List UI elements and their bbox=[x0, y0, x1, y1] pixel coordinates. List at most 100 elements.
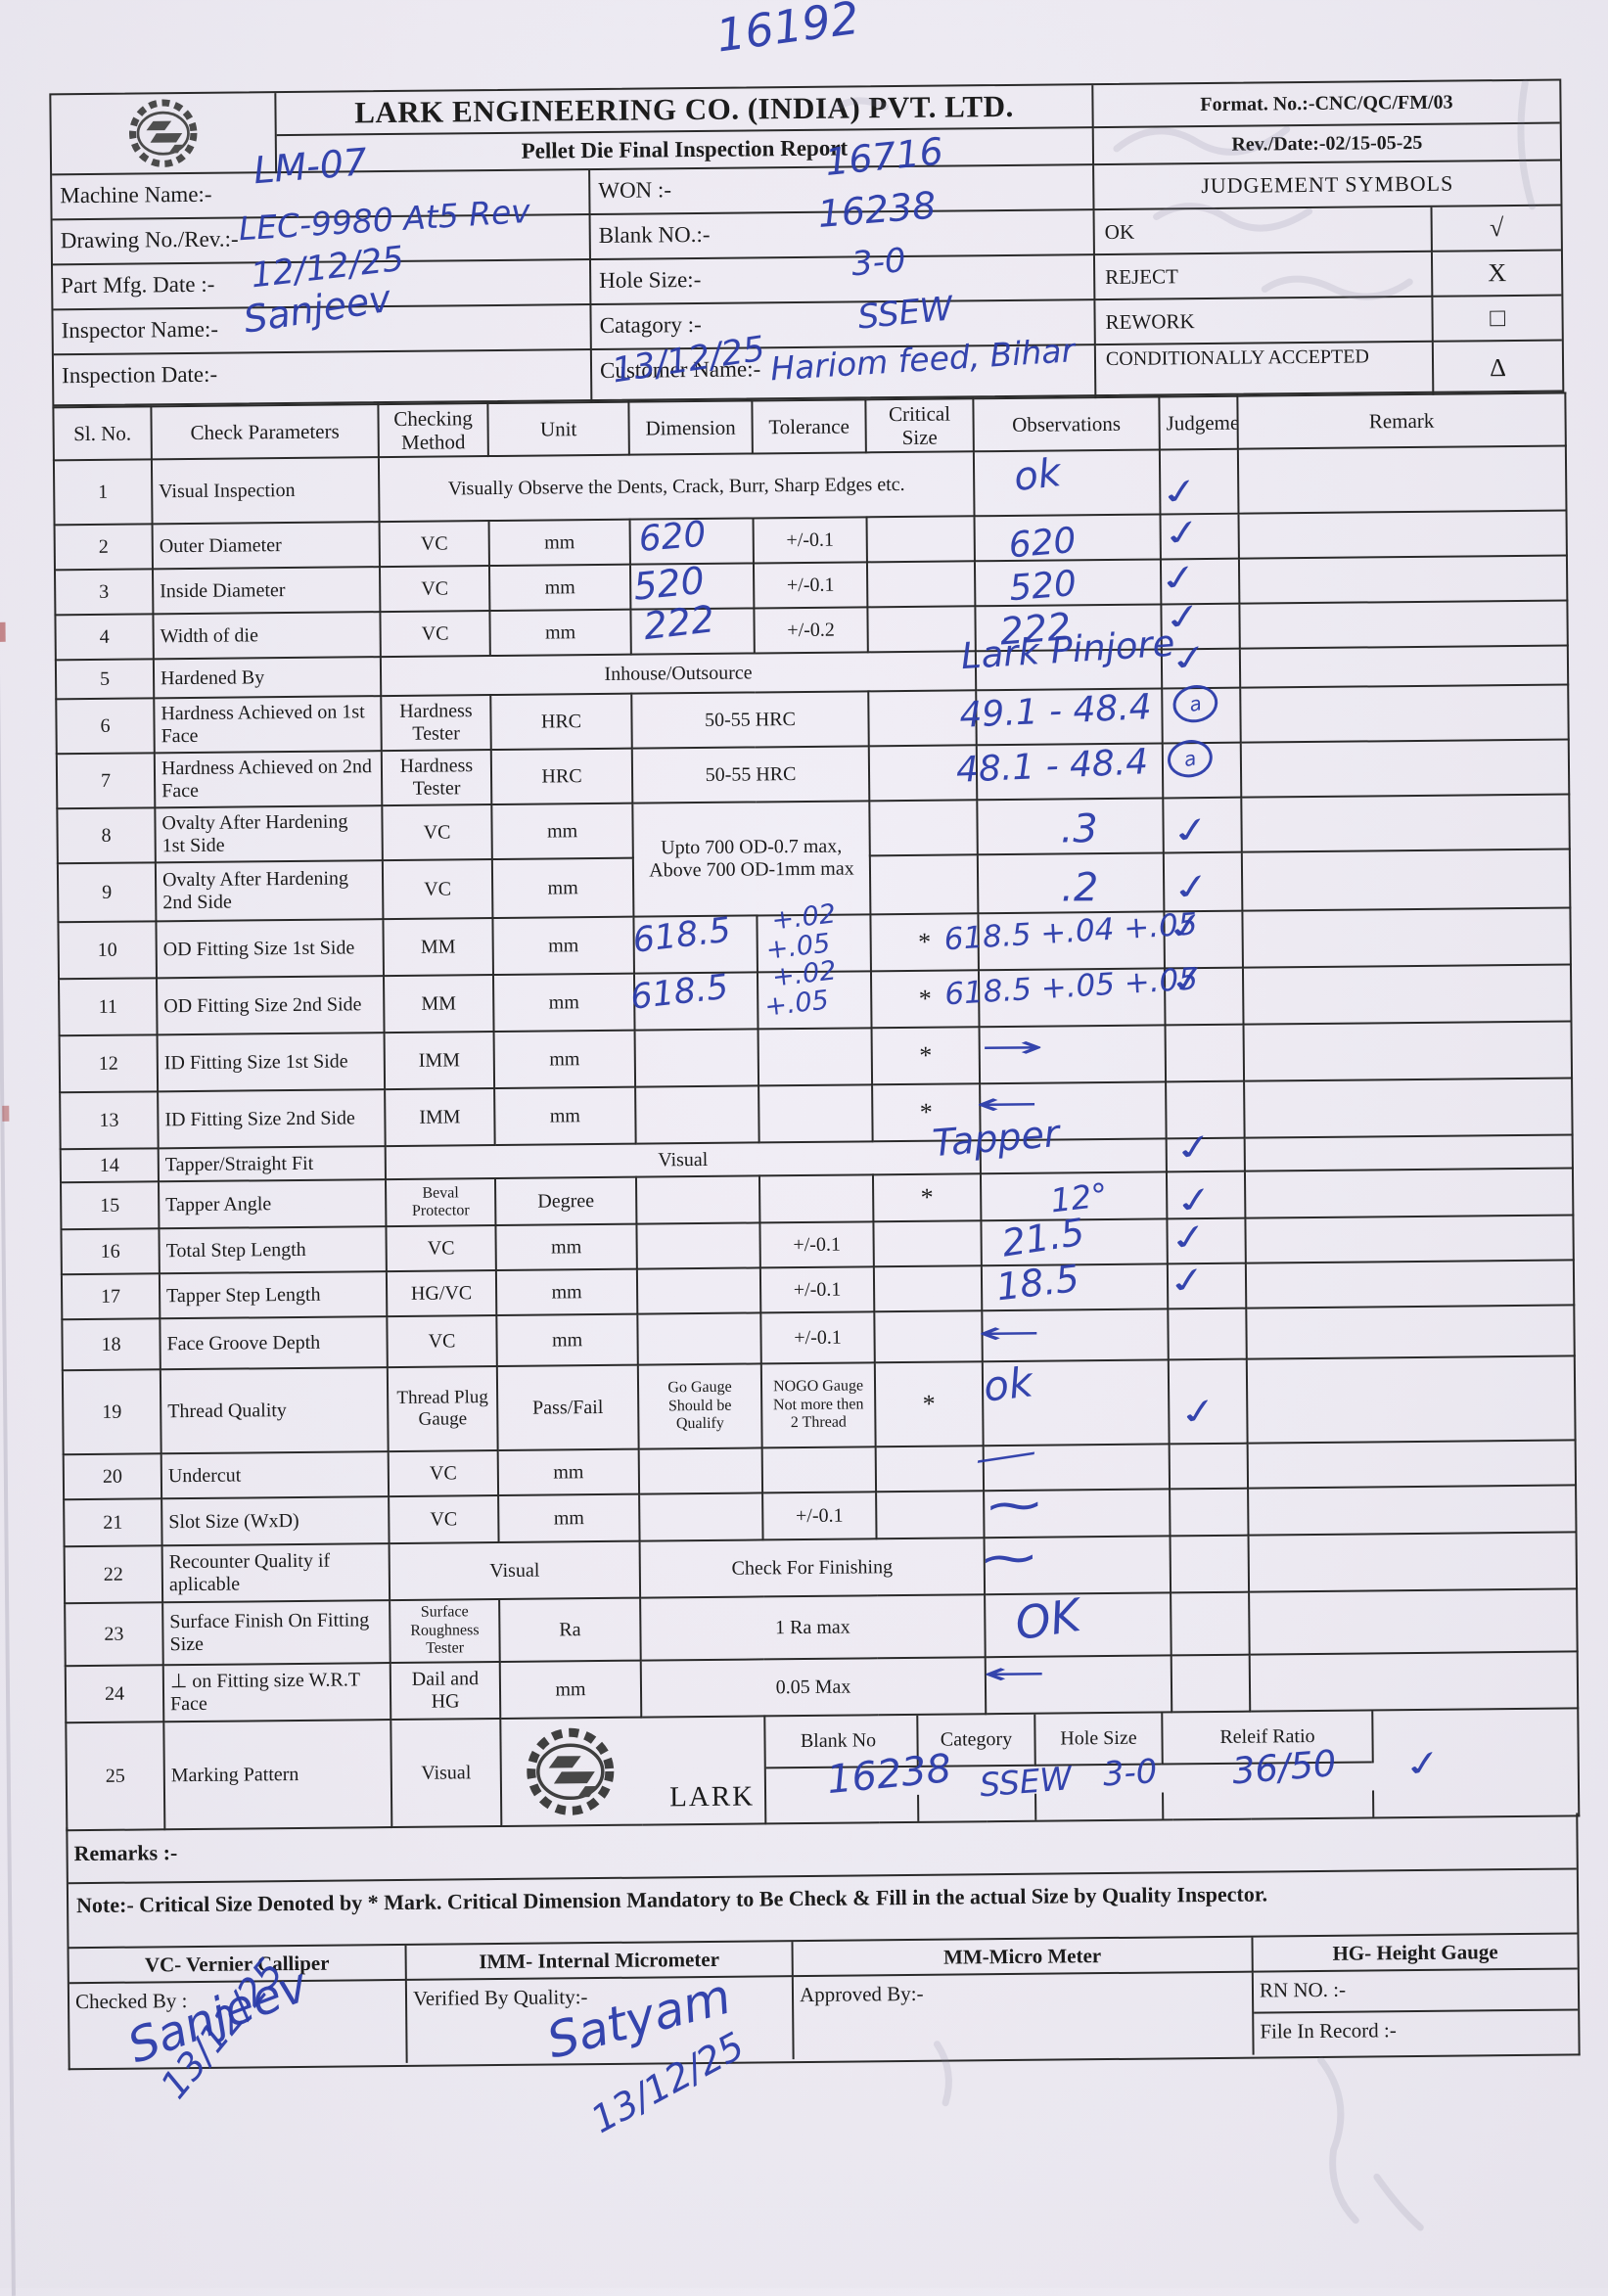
r16-judgement bbox=[1167, 1217, 1246, 1264]
r3-judgement bbox=[1160, 558, 1240, 605]
r15-unit: Degree bbox=[494, 1176, 637, 1226]
r23-spec: 1 Ra max bbox=[640, 1594, 986, 1661]
r16-sl: 16 bbox=[61, 1228, 160, 1275]
r7-observations bbox=[976, 743, 1164, 801]
inspector-name-label: Inspector Name:- bbox=[61, 316, 219, 344]
lark-gear-stamp-icon bbox=[527, 1727, 615, 1815]
r10-remark bbox=[1242, 907, 1571, 968]
col-unit: Unit bbox=[487, 401, 629, 457]
r17-critical bbox=[873, 1265, 983, 1312]
r22-observations bbox=[984, 1536, 1172, 1595]
r7-param: Hardness Achieved on 2nd Face bbox=[154, 751, 383, 808]
checked-by-label: Checked By : bbox=[74, 1989, 188, 2014]
r22-remark bbox=[1248, 1532, 1578, 1592]
field-inspection-date: Inspection Date:- bbox=[53, 350, 593, 409]
r17-judgement bbox=[1167, 1263, 1247, 1309]
r14-sl: 14 bbox=[60, 1148, 159, 1183]
r20-tolerance bbox=[761, 1446, 877, 1493]
r19-go-gauge: Go Gauge Should be Qualify bbox=[637, 1363, 762, 1449]
r14-param: Tapper/Straight Fit bbox=[158, 1146, 386, 1182]
r17-sl: 17 bbox=[61, 1273, 161, 1320]
r7-spec: 50-55 HRC bbox=[631, 746, 870, 804]
r17-param: Tapper Step Length bbox=[159, 1271, 388, 1319]
r24-unit: mm bbox=[499, 1660, 642, 1719]
r11-dimension bbox=[633, 972, 758, 1031]
r19-remark bbox=[1246, 1355, 1576, 1444]
r6-method: Hardness Tester bbox=[381, 695, 491, 752]
r24-observations bbox=[985, 1655, 1172, 1715]
r18-dimension bbox=[637, 1312, 761, 1365]
hole-size-label: Hole Size:- bbox=[599, 266, 702, 293]
r25-param: Marking Pattern bbox=[163, 1720, 392, 1830]
r3-sl: 3 bbox=[54, 569, 154, 616]
r18-tolerance: +/-0.1 bbox=[760, 1311, 875, 1364]
r7-judgement bbox=[1162, 742, 1242, 799]
r4-critical bbox=[867, 606, 976, 653]
customer-name-label: Customer Name:- bbox=[599, 356, 761, 383]
r11-sl: 11 bbox=[59, 978, 158, 1036]
r7-unit: HRC bbox=[490, 748, 633, 805]
verified-by-label: Verified By Quality:- bbox=[412, 1985, 588, 2010]
r24-spec: 0.05 Max bbox=[640, 1657, 987, 1718]
r2-method: VC bbox=[379, 521, 489, 568]
r12-param: ID Fitting Size 1st Side bbox=[157, 1033, 386, 1092]
r17-tolerance: +/-0.1 bbox=[759, 1266, 875, 1313]
r4-unit: mm bbox=[489, 609, 631, 657]
r15-param: Tapper Angle bbox=[158, 1179, 387, 1229]
sub-col-blank-no: Blank No bbox=[764, 1714, 917, 1769]
r4-sl: 4 bbox=[55, 614, 154, 661]
col-checking-method: Checking Method bbox=[378, 403, 488, 458]
approved-by-label: Approved By:- bbox=[799, 1981, 924, 2007]
r3-critical bbox=[866, 561, 976, 608]
judgement-rework-symbol: □ bbox=[1433, 296, 1562, 343]
r4-tolerance: +/-0.2 bbox=[754, 607, 868, 654]
part-mfg-date-label: Part Mfg. Date :- bbox=[61, 271, 215, 298]
field-part-mfg-date: Part Mfg. Date :- bbox=[53, 260, 592, 311]
r10-observations bbox=[978, 911, 1165, 971]
judgement-rework-label: REWORK bbox=[1095, 297, 1434, 346]
r15-sl: 15 bbox=[61, 1181, 160, 1230]
r21-observations bbox=[984, 1489, 1171, 1538]
scan-edge-red-mark bbox=[0, 621, 6, 642]
r6-remark bbox=[1240, 684, 1569, 743]
inspection-date-label: Inspection Date:- bbox=[61, 361, 218, 389]
r19-param: Thread Quality bbox=[160, 1367, 389, 1454]
r2-remark bbox=[1238, 510, 1567, 559]
r2-dimension bbox=[629, 518, 754, 565]
won-label: WON :- bbox=[598, 177, 672, 203]
r17-dimension bbox=[636, 1267, 761, 1314]
r13-observations bbox=[980, 1081, 1167, 1141]
r25-logo-cell: LARK bbox=[500, 1716, 766, 1826]
r23-judgement bbox=[1171, 1591, 1250, 1656]
r12-tolerance bbox=[758, 1028, 873, 1086]
r6-judgement bbox=[1162, 687, 1241, 744]
r19-observations bbox=[982, 1359, 1170, 1446]
r23-remark bbox=[1249, 1588, 1578, 1655]
rev-date: Rev./Date:-02/15-05-25 bbox=[1093, 123, 1561, 166]
r3-method: VC bbox=[379, 566, 490, 613]
r8-remark bbox=[1241, 794, 1570, 852]
field-inspector-name: Inspector Name:- bbox=[53, 305, 592, 356]
r16-method: VC bbox=[386, 1225, 496, 1272]
r24-param: ⊥ on Fitting size W.R.T Face bbox=[162, 1663, 391, 1722]
r16-dimension bbox=[636, 1222, 760, 1269]
col-tolerance: Tolerance bbox=[752, 399, 866, 454]
r13-unit: mm bbox=[494, 1086, 636, 1146]
field-drawing-no: Drawing No./Rev.:- bbox=[52, 215, 591, 266]
r24-sl: 24 bbox=[65, 1665, 164, 1723]
r9-critical bbox=[869, 854, 979, 915]
verified-by-cell: Verified By Quality:- bbox=[406, 1977, 795, 2063]
r8-observations bbox=[977, 798, 1164, 855]
col-critical-size: Critical Size bbox=[865, 398, 974, 453]
r16-critical bbox=[873, 1220, 982, 1267]
r8-method: VC bbox=[382, 804, 492, 861]
r18-method: VC bbox=[387, 1315, 497, 1368]
r9-judgement bbox=[1163, 851, 1243, 912]
r13-dimension bbox=[635, 1085, 759, 1144]
r6-critical bbox=[868, 690, 977, 747]
inspection-table: Sl. No. Check Parameters Checking Method… bbox=[52, 391, 1580, 1831]
r21-dimension bbox=[639, 1492, 763, 1541]
r2-sl: 2 bbox=[54, 524, 153, 571]
legend-mm: MM-Micro Meter bbox=[793, 1937, 1254, 1978]
r2-observations bbox=[974, 514, 1161, 562]
